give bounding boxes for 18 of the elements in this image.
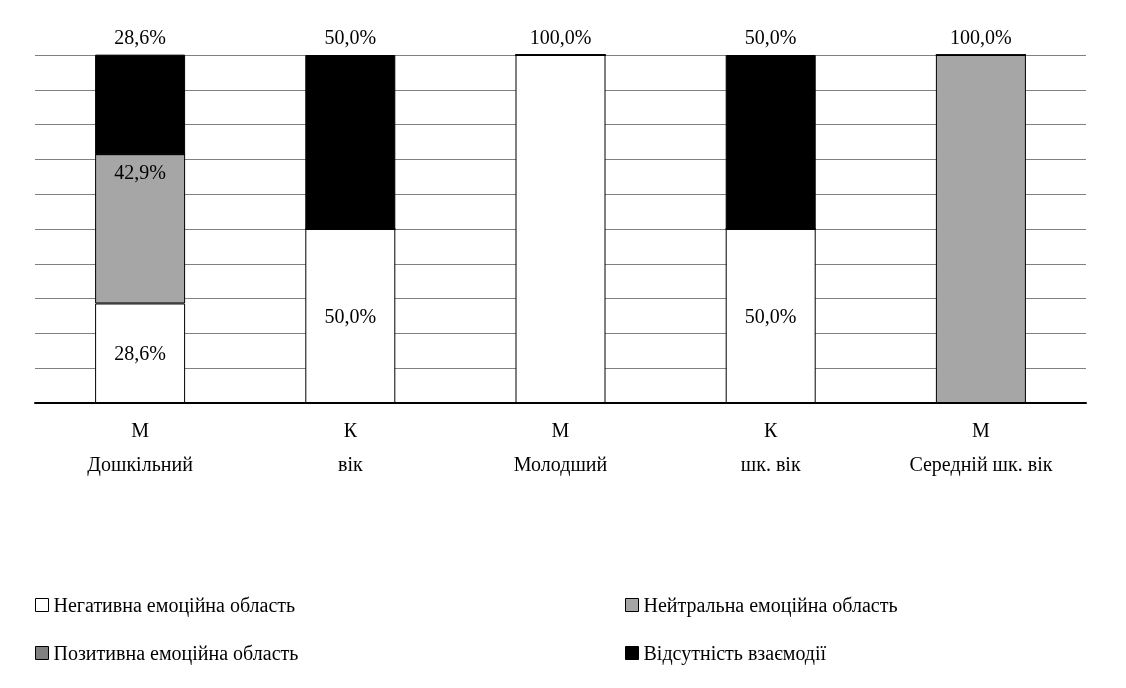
x-tick-label: М Молодший [513,419,608,476]
data-label: 28,6% [114,342,166,365]
legend-label: Нейтральна емоційна область [643,594,898,617]
legend-label: Позитивна емоційна область [53,642,299,665]
data-label: 50,0% [324,26,377,48]
data-label: 42,9% [114,161,166,184]
data-label: 28,6% [114,25,166,48]
data-label: 100,0% [529,26,592,48]
x-tick-label: М Дошкільний [87,419,194,476]
data-label: 100,0% [950,26,1012,48]
legend-label: Відсутність взаємодії [643,642,827,665]
x-tick-label: К шк. вік [740,419,801,475]
data-label: 50,0% [744,305,797,327]
x-tick-label: К вік [337,419,363,475]
legend-label: Негативна емоційна область [53,594,296,617]
data-label: 50,0% [744,26,797,48]
data-label: 50,0% [324,305,377,327]
x-tick-label: М Середній шк. вік [909,419,1053,476]
